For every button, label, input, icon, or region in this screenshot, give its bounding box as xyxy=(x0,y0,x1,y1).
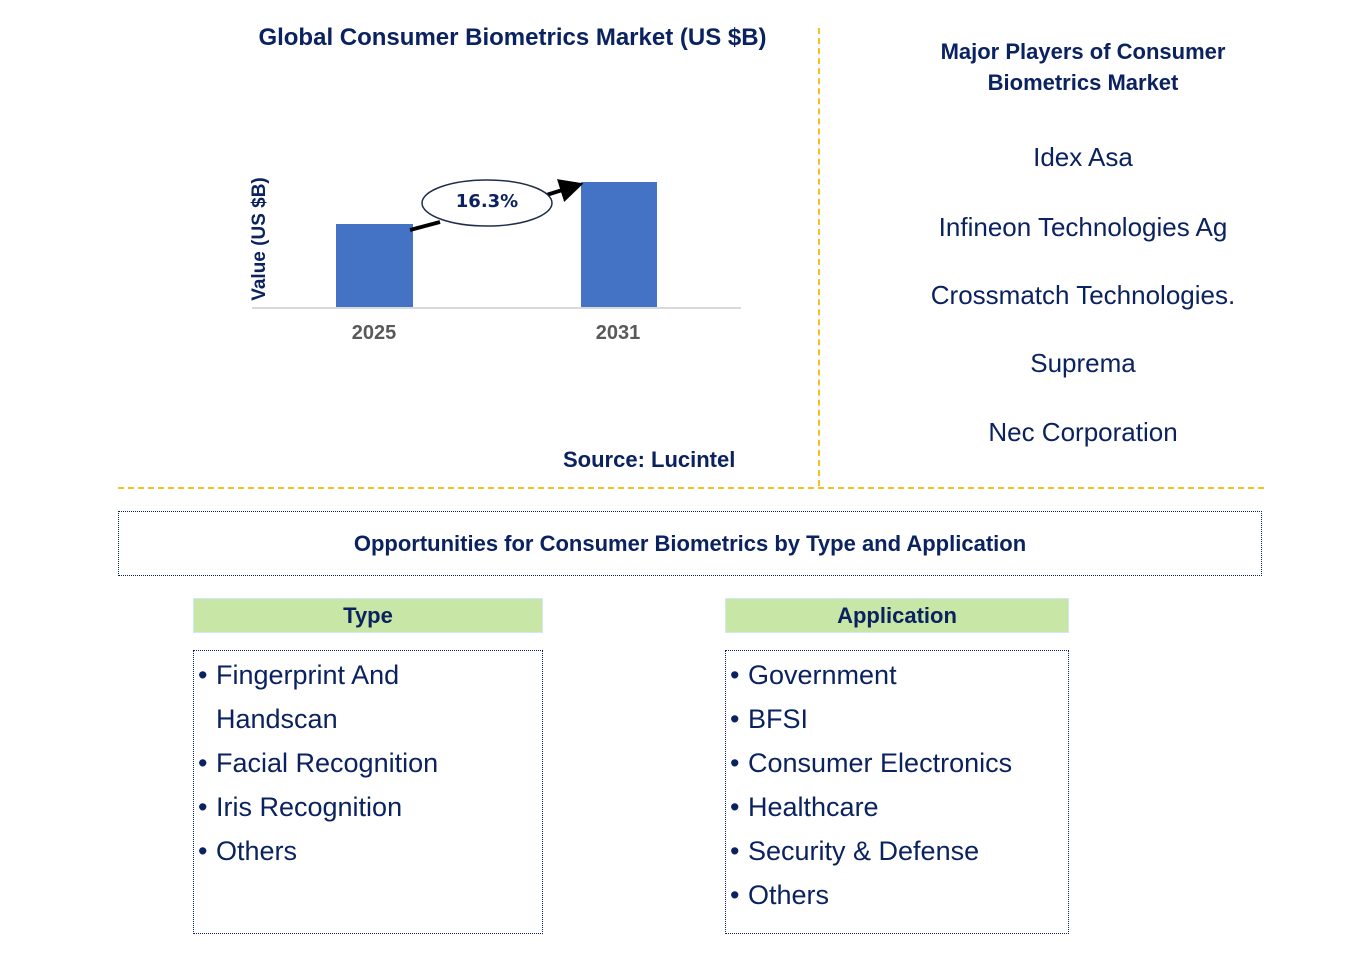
chart-title: Global Consumer Biometrics Market (US $B… xyxy=(258,24,767,51)
player-item: Suprema xyxy=(1030,348,1136,378)
bullet-icon: • xyxy=(730,836,740,866)
application-item: • Government xyxy=(730,653,1068,697)
type-header-label: Type xyxy=(343,602,393,628)
bullet-icon: • xyxy=(730,880,740,910)
opportunities-title-box: Opportunities for Consumer Biometrics by… xyxy=(118,511,1262,576)
opportunities-title: Opportunities for Consumer Biometrics by… xyxy=(353,530,1027,556)
vertical-divider xyxy=(818,28,820,486)
cagr-label: 16.3% xyxy=(455,191,519,212)
players-title: Major Players of Consumer Biometrics Mar… xyxy=(900,36,1266,98)
application-item: • Security & Defense xyxy=(730,829,1068,873)
bar-2025 xyxy=(336,224,413,308)
players-title-line1: Major Players of Consumer xyxy=(940,39,1226,64)
type-item: • Others xyxy=(198,829,542,873)
bullet-icon: • xyxy=(730,792,740,822)
x-tick-2025: 2025 xyxy=(351,322,397,344)
player-item: Crossmatch Technologies. xyxy=(930,280,1236,310)
player-item: Infineon Technologies Ag xyxy=(938,212,1228,242)
bullet-icon: • xyxy=(730,704,740,734)
horizontal-divider xyxy=(118,487,1264,489)
type-list: • Fingerprint And Handscan • Facial Recogn… xyxy=(193,650,543,934)
application-header-label: Application xyxy=(837,602,957,628)
application-item: • Consumer Electronics xyxy=(730,741,1068,785)
cagr-arrow-icon xyxy=(409,179,584,232)
type-item: • Fingerprint And xyxy=(198,653,542,697)
player-item: Nec Corporation xyxy=(988,417,1178,447)
application-item: • Healthcare xyxy=(730,785,1068,829)
bullet-icon: • xyxy=(198,792,208,822)
player-item: Idex Asa xyxy=(1033,142,1133,172)
x-tick-2031: 2031 xyxy=(595,322,641,344)
application-item: • Others xyxy=(730,873,1068,917)
application-list: • Government • BFSI • Consumer Electronics … xyxy=(725,650,1069,934)
application-header: Application xyxy=(725,598,1069,633)
source-label: Source: Lucintel xyxy=(563,447,736,472)
y-axis-label: Value (US $B) xyxy=(249,177,270,301)
type-header: Type xyxy=(193,598,543,633)
type-item: • Iris Recognition xyxy=(198,785,542,829)
type-item-continuation: Handscan xyxy=(216,704,338,734)
bullet-icon: • xyxy=(198,660,208,690)
x-axis-line xyxy=(252,307,741,309)
bar-2031 xyxy=(581,182,657,308)
type-item: • Facial Recognition xyxy=(198,741,542,785)
bullet-icon: • xyxy=(198,836,208,866)
players-title-line2: Biometrics Market xyxy=(987,70,1179,95)
bullet-icon: • xyxy=(730,660,740,690)
bullet-icon: • xyxy=(730,748,740,778)
application-item: • BFSI xyxy=(730,697,1068,741)
bullet-icon: • xyxy=(198,748,208,778)
